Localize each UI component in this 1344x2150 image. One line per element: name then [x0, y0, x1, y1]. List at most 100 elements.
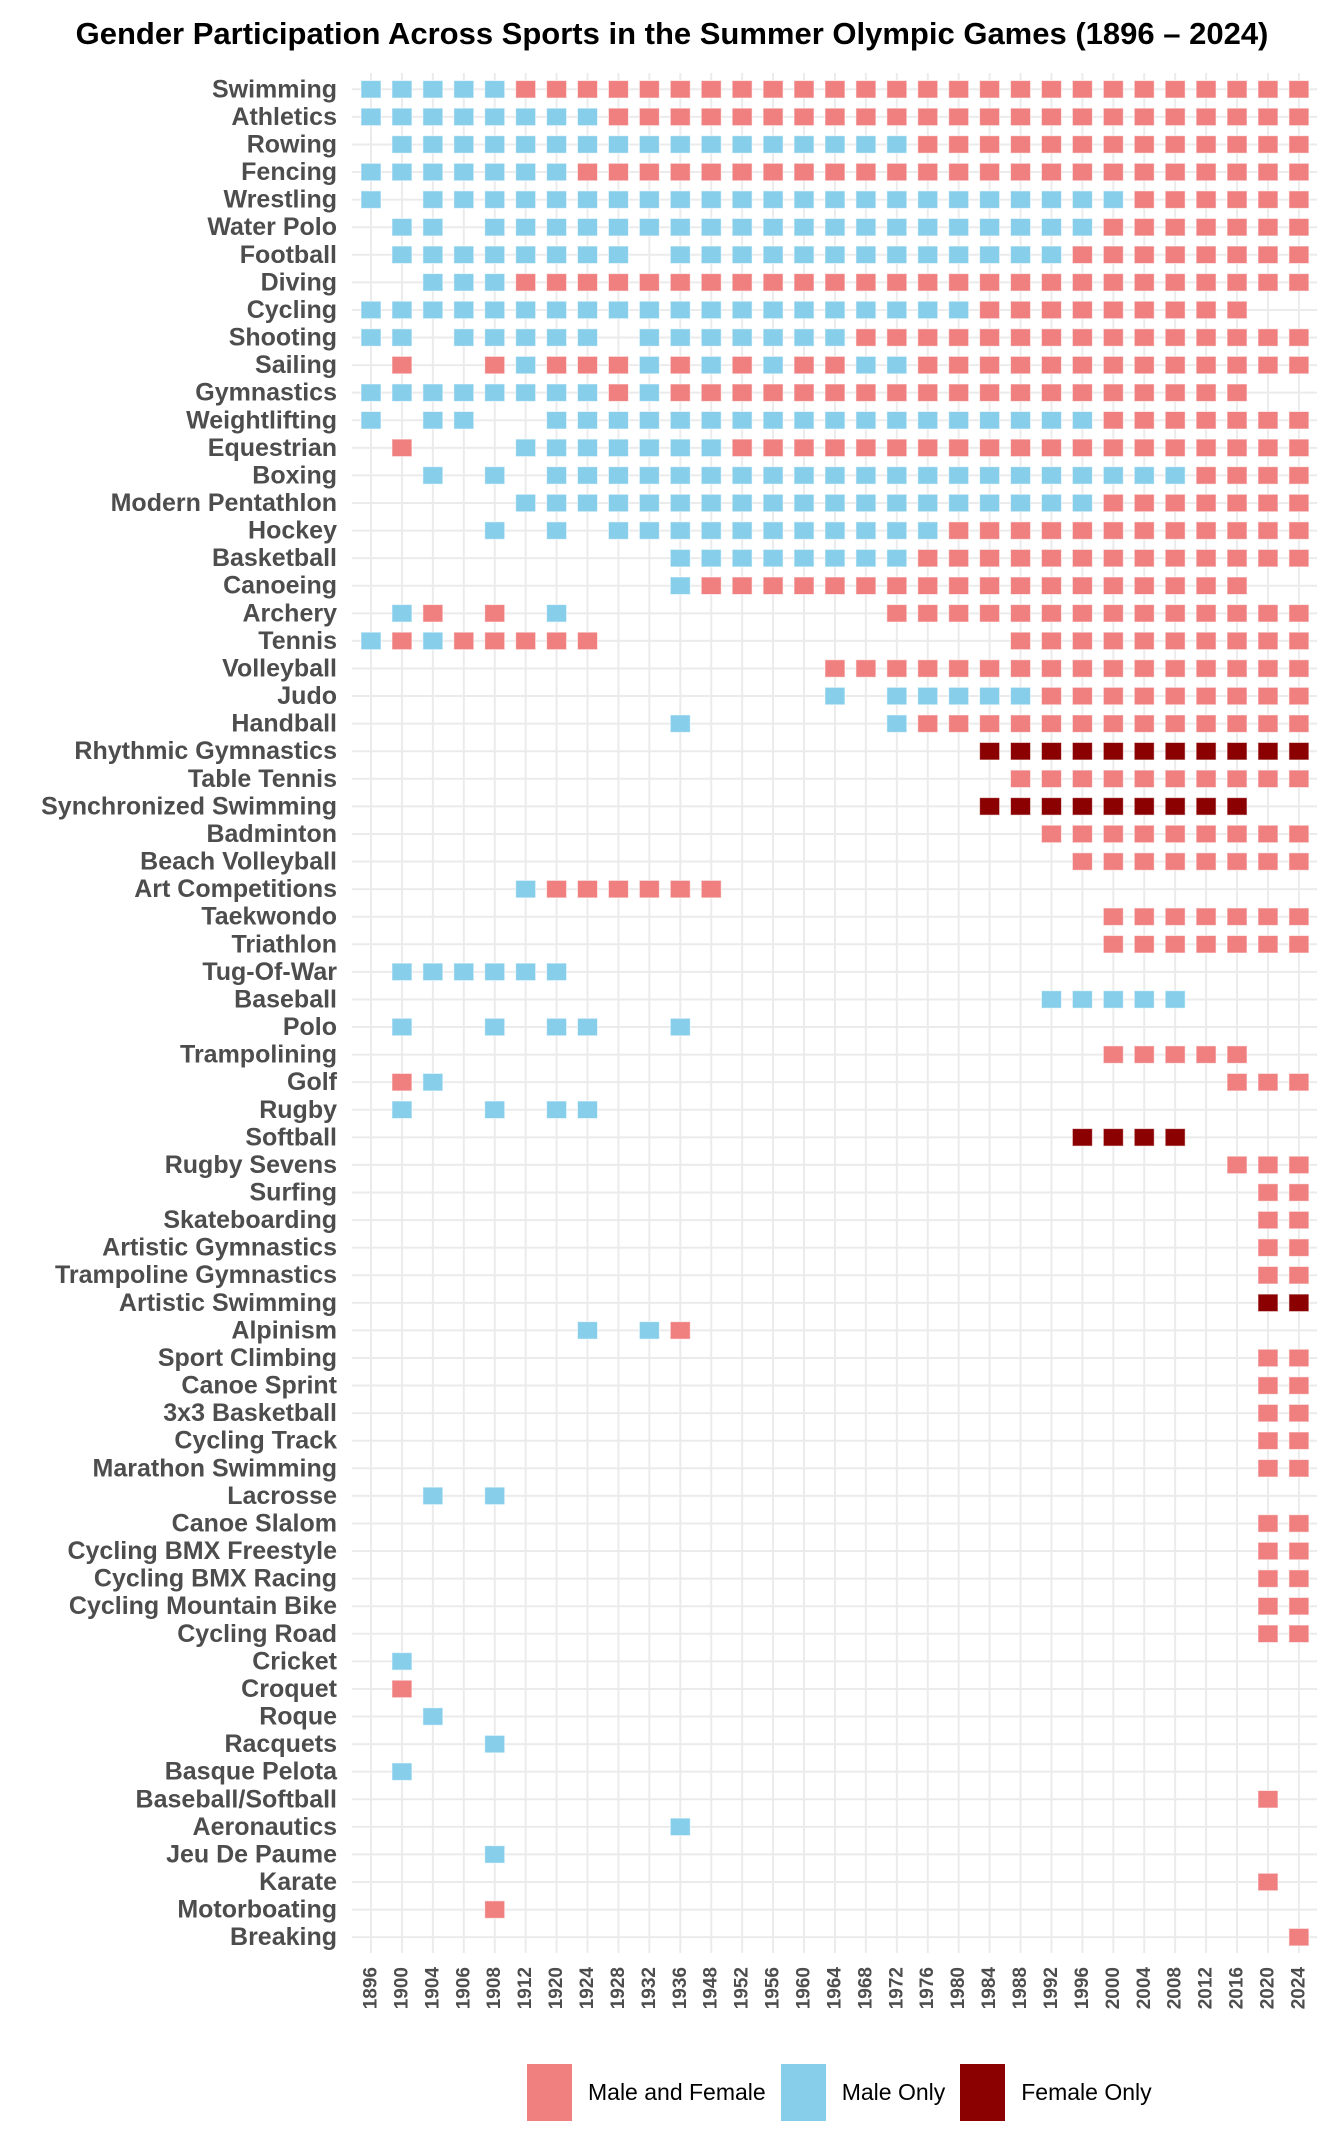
- heatmap-tile: [484, 217, 506, 237]
- heatmap-tile: [1133, 493, 1155, 513]
- heatmap-tile: [824, 548, 846, 568]
- y-tick-label: Cycling Road: [177, 1620, 337, 1648]
- heatmap-tile: [886, 328, 908, 347]
- heatmap-tile: [1040, 521, 1062, 540]
- heatmap-tile: [1257, 245, 1279, 265]
- heatmap-tile: [1257, 1376, 1279, 1395]
- legend-item-male-only: Male Only: [780, 2064, 945, 2121]
- heatmap-tile: [1040, 80, 1062, 99]
- heatmap-tile: [1226, 797, 1248, 816]
- heatmap-tile: [793, 135, 815, 154]
- heatmap-tile: [1195, 245, 1217, 265]
- heatmap-tile: [731, 190, 753, 209]
- heatmap-tile: [577, 107, 599, 127]
- heatmap-tile: [391, 604, 413, 623]
- heatmap-tile: [1040, 162, 1062, 182]
- heatmap-tile: [979, 217, 1001, 237]
- y-tick-label: 3x3 Basketball: [163, 1399, 337, 1427]
- heatmap-tile: [1226, 548, 1248, 568]
- heatmap-tile: [948, 328, 970, 347]
- heatmap-tile: [360, 162, 382, 182]
- heatmap-tile: [391, 80, 413, 99]
- y-tick-label: Lacrosse: [227, 1482, 337, 1510]
- heatmap-tile: [638, 355, 660, 375]
- heatmap-tile: [1195, 686, 1217, 706]
- heatmap-tile: [1010, 493, 1032, 513]
- x-tick-label: 1956: [763, 1967, 784, 2009]
- heatmap-tile: [638, 466, 660, 485]
- heatmap-tile: [1010, 245, 1032, 265]
- heatmap-tile: [1102, 576, 1124, 595]
- y-tick-label: Skateboarding: [163, 1206, 337, 1234]
- heatmap-tile: [917, 438, 939, 458]
- heatmap-tile: [762, 355, 784, 375]
- heatmap-tile: [1288, 741, 1310, 761]
- y-tick-label: Shooting: [229, 324, 337, 352]
- heatmap-tile: [1102, 245, 1124, 265]
- heatmap-tile: [793, 162, 815, 182]
- heatmap-tile: [762, 245, 784, 265]
- heatmap-tile: [979, 659, 1001, 678]
- y-tick-label: Handball: [231, 710, 337, 738]
- heatmap-tile: [1257, 1183, 1279, 1202]
- heatmap-tile: [824, 273, 846, 292]
- heatmap-tile: [1133, 273, 1155, 292]
- heatmap-tile: [1288, 659, 1310, 678]
- heatmap-tile: [638, 300, 660, 320]
- heatmap-tile: [700, 190, 722, 209]
- heatmap-tile: [979, 493, 1001, 513]
- heatmap-tile: [1257, 824, 1279, 844]
- y-tick-label: Fencing: [241, 158, 337, 186]
- heatmap-tile: [1257, 935, 1279, 954]
- heatmap-tile: [1226, 162, 1248, 182]
- heatmap-tile: [1195, 328, 1217, 347]
- heatmap-tile: [1195, 576, 1217, 595]
- heatmap-tile: [1288, 1376, 1310, 1395]
- heatmap-tile: [731, 411, 753, 430]
- heatmap-tile: [1010, 604, 1032, 623]
- heatmap-tile: [1102, 659, 1124, 678]
- heatmap-tile: [577, 1321, 599, 1340]
- heatmap-tile: [917, 328, 939, 347]
- heatmap-tile: [731, 521, 753, 540]
- heatmap-tile: [1133, 383, 1155, 402]
- heatmap-tile: [391, 217, 413, 237]
- heatmap-tile: [638, 190, 660, 209]
- heatmap-tile: [1226, 852, 1248, 871]
- heatmap-tile: [948, 355, 970, 375]
- heatmap-tile: [669, 879, 691, 899]
- y-tick-label: Canoeing: [223, 572, 337, 600]
- heatmap-tile: [917, 383, 939, 402]
- heatmap-tile: [948, 686, 970, 706]
- heatmap-tile: [1133, 852, 1155, 871]
- heatmap-tile: [1257, 1790, 1279, 1809]
- heatmap-tile: [948, 300, 970, 320]
- x-tick-label: 1968: [855, 1967, 876, 2009]
- heatmap-tile: [1257, 1431, 1279, 1450]
- heatmap-tile: [1195, 273, 1217, 292]
- heatmap-tile: [948, 80, 970, 99]
- heatmap-tile: [1010, 521, 1032, 540]
- heatmap-tile: [1257, 1514, 1279, 1533]
- heatmap-tile: [855, 190, 877, 209]
- heatmap-tile: [1257, 1293, 1279, 1313]
- x-tick-label: 1906: [453, 1967, 474, 2009]
- heatmap-tile: [484, 135, 506, 154]
- heatmap-tile: [546, 493, 568, 513]
- y-tick-label: Cricket: [252, 1647, 337, 1675]
- heatmap-tile: [824, 659, 846, 678]
- heatmap-tile: [422, 383, 444, 402]
- heatmap-tile: [1195, 217, 1217, 237]
- heatmap-tile: [1226, 1155, 1248, 1175]
- heatmap-tile: [762, 411, 784, 430]
- heatmap-tile: [515, 80, 537, 99]
- heatmap-tile: [979, 190, 1001, 209]
- heatmap-tile: [546, 466, 568, 485]
- heatmap-tile: [793, 466, 815, 485]
- heatmap-tile: [1040, 686, 1062, 706]
- heatmap-tile: [669, 107, 691, 127]
- heatmap-tile: [1226, 714, 1248, 733]
- heatmap-tile: [948, 190, 970, 209]
- heatmap-tile: [484, 300, 506, 320]
- x-tick-label: 1996: [1072, 1967, 1093, 2009]
